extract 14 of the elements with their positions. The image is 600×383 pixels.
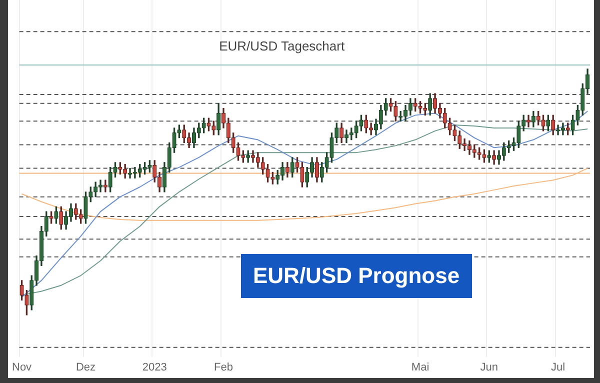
x-tick-label: Dez [76,361,96,374]
x-tick-label: Nov [12,361,32,374]
x-tick-label: 2023 [142,361,167,374]
candlestick [369,122,374,136]
chart-title: EUR/USD Tageschart [219,38,345,54]
candlestick [344,130,349,144]
candlestick [560,122,565,136]
candlestick [526,114,531,128]
x-tick-label: Jun [480,361,498,374]
x-tick-label: Feb [214,361,233,374]
x-tick-label: Mai [411,361,430,374]
candlestick [556,124,560,136]
x-tick-label: Jul [550,361,566,374]
annotation: EUR/USD Prognose [241,254,472,298]
